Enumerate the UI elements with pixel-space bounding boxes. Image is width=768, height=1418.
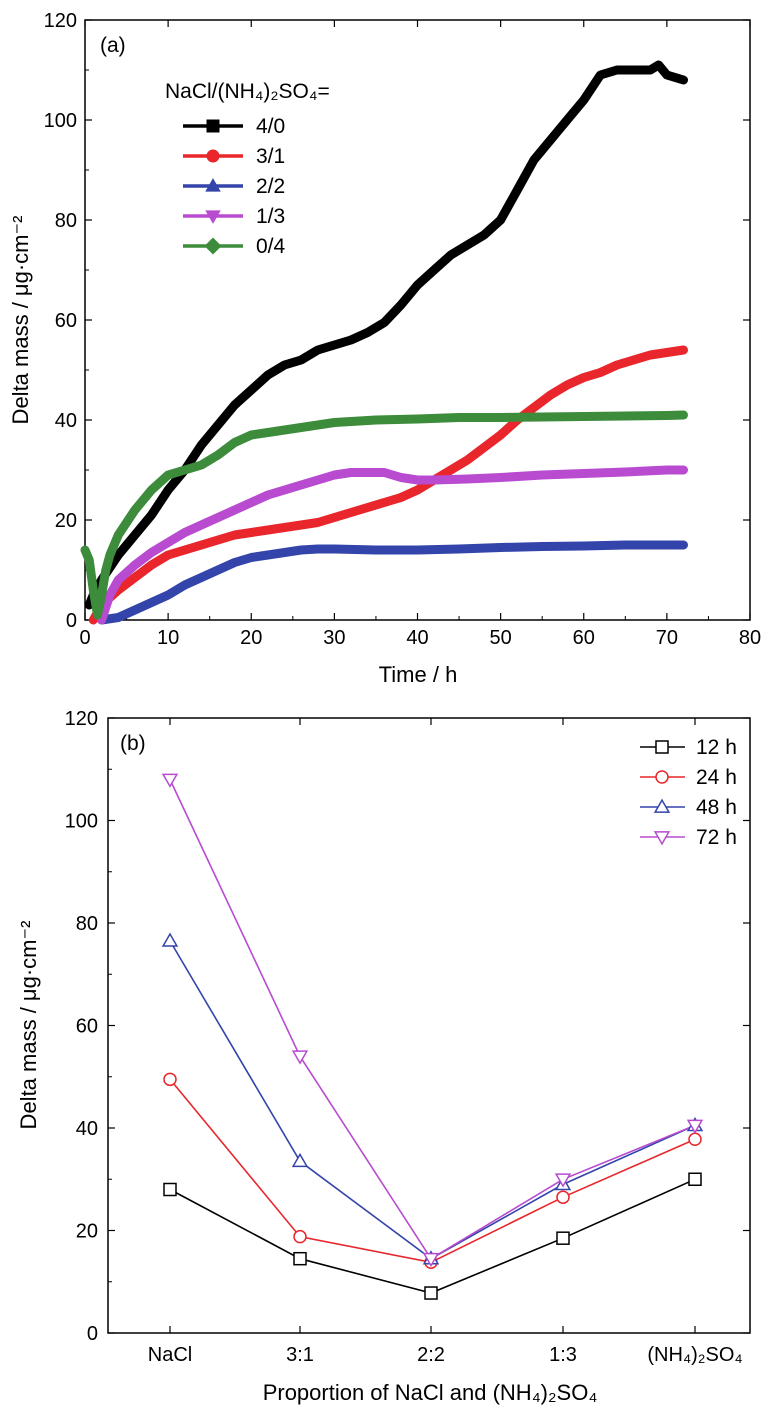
series-line-2-2: [97, 540, 688, 625]
panel-a-legend-title: NaCl/(NH₄)₂SO₄=: [165, 80, 330, 103]
panel-b-x-tick-label: (NH₄)₂SO₄: [647, 1344, 742, 1366]
panel-b-xlabel: Proportion of NaCl and (NH₄)₂SO₄: [263, 1380, 598, 1405]
data-point-12h: [293, 1251, 307, 1266]
legend-label-24h: 24 h: [696, 766, 737, 789]
panel-a: 0 10 20 30 40 50 60 70 80 0 20 40 60 80 100 120 (a) NaC…: [8, 10, 761, 687]
panel-b-y-tick-label: 40: [76, 1118, 98, 1140]
panel-a-legend: 4/0 3/1 2/2 1/3 0/4: [183, 115, 286, 258]
panel-a-xlabel: Time / h: [379, 662, 458, 687]
series-line-48h: [169, 940, 696, 1260]
data-point-72h: [686, 1119, 704, 1134]
panel-a-y-tick-label: 80: [55, 210, 77, 232]
panel-a-y-tick-label: 40: [55, 410, 77, 432]
panel-b-y-tick-label: 0: [87, 1323, 98, 1345]
data-point-12h: [688, 1172, 702, 1186]
panel-a-ticks: 0 10 20 30 40 50 60 70 80 0 20 40 60 80 100 120: [44, 10, 762, 649]
panel-b-y-tick-label: 100: [65, 811, 98, 833]
series-line-12h: [169, 1178, 696, 1294]
series-line-3-1: [88, 345, 688, 625]
panel-b-plot-frame: [107, 717, 751, 1334]
panel-b-series: [161, 773, 704, 1300]
data-point-12h: [163, 1182, 177, 1197]
panel-a-x-tick-label: 20: [240, 627, 262, 649]
data-point-24h: [556, 1190, 570, 1204]
panel-b-x-tick-label: 2:2: [417, 1344, 445, 1366]
data-point-24h: [163, 1072, 177, 1087]
panel-a-y-tick-label: 0: [66, 610, 77, 632]
panel-b-ticks: NaCl 3:1 2:2 1:3 (NH₄)₂SO₄ 0 20 40 60 80 100 120: [65, 708, 750, 1366]
data-point-72h: [291, 1050, 309, 1065]
panel-a-label: (a): [100, 34, 126, 57]
legend-marker-0-4: [204, 237, 222, 255]
legend-marker-72h: [653, 831, 671, 846]
panel-b-legend: 12 h 24 h 48 h 72 h: [640, 736, 737, 849]
legend-label-48h: 48 h: [696, 796, 737, 819]
panel-a-x-tick-label: 50: [490, 627, 512, 649]
legend-marker-4-0: [206, 119, 220, 133]
panel-b-y-tick-label: 60: [76, 1016, 98, 1038]
series-line-24h: [169, 1078, 696, 1264]
legend-label-1-3: 1/3: [256, 205, 285, 228]
data-point-24h: [293, 1229, 307, 1244]
data-point-48h: [291, 1152, 309, 1168]
panel-b-ylabel: Delta mass / μg·cm⁻²: [16, 921, 41, 1130]
panel-b-x-tick-label: 3:1: [286, 1344, 314, 1366]
legend-marker-48h: [653, 798, 671, 813]
panel-a-y-tick-label: 20: [55, 510, 77, 532]
legend-label-0-4: 0/4: [256, 235, 286, 258]
panel-a-y-tick-label: 100: [44, 110, 77, 132]
series-line-4-0: [84, 60, 688, 610]
legend-label-4-0: 4/0: [256, 115, 285, 138]
series-line-72h: [169, 779, 696, 1260]
panel-a-x-tick-label: 60: [573, 627, 595, 649]
data-point-72h: [422, 1252, 440, 1268]
panel-a-x-tick-label: 70: [656, 627, 678, 649]
panel-b-y-tick-label: 120: [65, 708, 98, 730]
legend-label-3-1: 3/1: [256, 145, 285, 168]
legend-marker-2-2: [205, 178, 221, 192]
panel-a-y-tick-label: 120: [44, 10, 77, 32]
series-line-0-4: [80, 410, 688, 620]
panel-b-label: (b): [120, 732, 146, 755]
series-line-1-3: [97, 465, 688, 625]
legend-label-2-2: 2/2: [256, 175, 285, 198]
panel-b-y-tick-label: 80: [76, 913, 98, 935]
panel-a-series: [80, 60, 688, 625]
data-point-24h: [688, 1132, 702, 1147]
legend-marker-1-3: [205, 210, 221, 224]
panel-a-x-tick-label: 0: [79, 627, 90, 649]
panel-a-y-tick-label: 60: [55, 310, 77, 332]
legend-marker-3-1: [206, 149, 220, 163]
data-point-12h: [424, 1286, 438, 1300]
legend-label-72h: 72 h: [696, 826, 737, 849]
data-point-12h: [556, 1231, 570, 1245]
panel-b: NaCl 3:1 2:2 1:3 (NH₄)₂SO₄ 0 20 40 60 80 100 120 (b…: [16, 708, 751, 1405]
panel-b-x-tick-label: NaCl: [148, 1344, 192, 1366]
legend-label-12h: 12 h: [696, 736, 737, 759]
legend-marker-12h: [655, 740, 669, 754]
data-point-72h: [554, 1173, 572, 1188]
legend-marker-24h: [655, 770, 669, 784]
panel-a-x-tick-label: 30: [323, 627, 345, 649]
data-point-48h: [161, 932, 179, 947]
panel-b-x-tick-label: 1:3: [549, 1344, 577, 1366]
panel-a-ylabel: Delta mass / μg·cm⁻²: [8, 216, 33, 425]
panel-b-y-tick-label: 20: [76, 1221, 98, 1243]
panel-a-x-tick-label: 80: [739, 627, 761, 649]
panel-a-x-tick-label: 10: [157, 627, 179, 649]
panel-a-x-tick-label: 40: [406, 627, 428, 649]
data-point-72h: [161, 773, 179, 788]
